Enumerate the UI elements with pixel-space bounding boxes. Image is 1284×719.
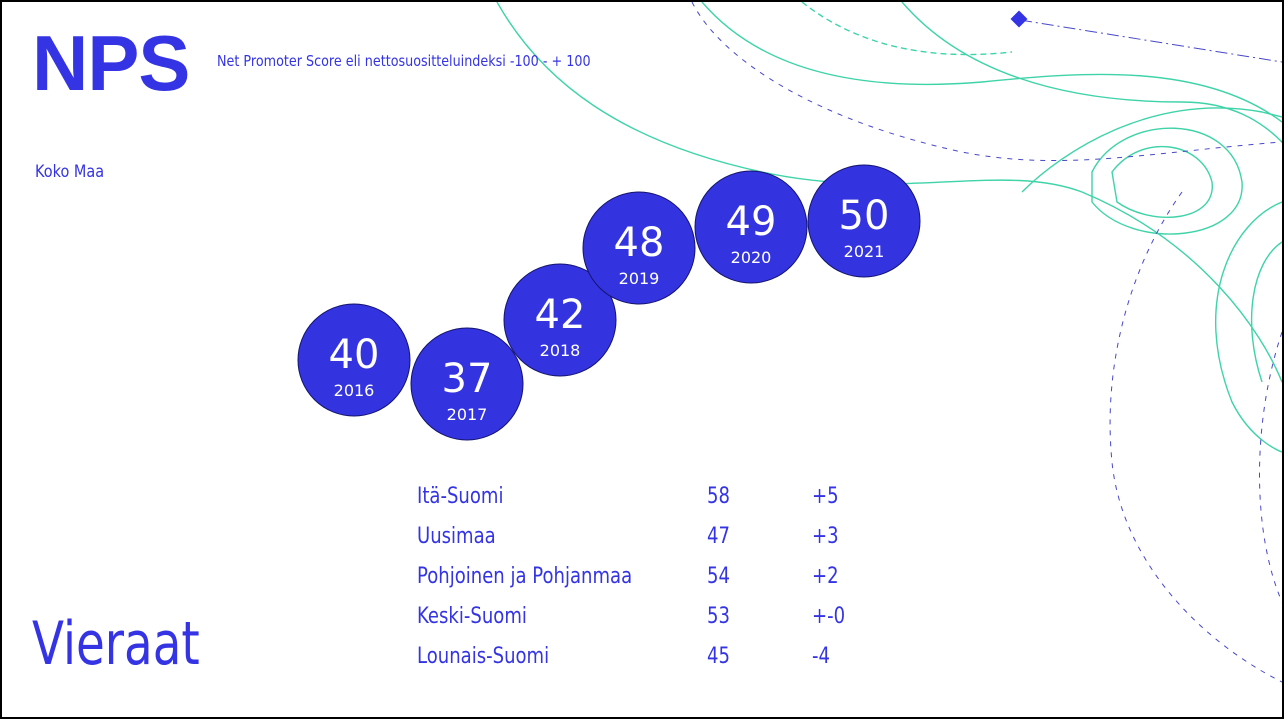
bubble-year: 2016 (334, 381, 375, 400)
bubble (694, 170, 808, 284)
table-cell: Keski-Suomi (417, 604, 527, 629)
table-cell: 47 (707, 524, 730, 549)
bubble-year: 2019 (619, 269, 660, 288)
bubble-year: 2020 (731, 248, 772, 267)
table-cell: Lounais-Suomi (417, 644, 550, 669)
bubble-value: 40 (329, 332, 380, 378)
bubble-year: 2017 (447, 405, 488, 424)
bubble-value: 48 (614, 220, 665, 266)
table-cell: +2 (812, 564, 839, 589)
bubble-year: 2018 (540, 341, 581, 360)
contour (1111, 145, 1213, 218)
contour (1250, 241, 1282, 383)
contour (701, 2, 1282, 123)
marker (1010, 10, 1028, 28)
table-cell: +5 (812, 484, 839, 509)
bubble-value: 49 (726, 199, 777, 245)
dashed-line (1109, 191, 1282, 683)
bubble (410, 327, 524, 441)
bubble-value: 50 (839, 193, 890, 239)
contour (1021, 107, 1282, 193)
table-cell: -4 (812, 644, 830, 669)
contour (1215, 201, 1282, 453)
table-cell: 54 (707, 564, 730, 589)
dash-dot-line (1019, 19, 1282, 63)
table-cell: Pohjoinen ja Pohjanmaa (417, 564, 633, 589)
bubble (503, 263, 617, 377)
bubble (582, 191, 696, 305)
table-cell: 58 (707, 484, 730, 509)
bubble (297, 303, 411, 417)
section-title: Vieraat (32, 609, 200, 679)
bubble-year: 2021 (844, 242, 885, 261)
table-cell: +-0 (812, 604, 846, 629)
contour (801, 2, 1013, 56)
region-label: Koko Maa (35, 162, 105, 182)
title: NPS (32, 19, 190, 107)
table-cell: Uusimaa (417, 524, 496, 549)
table-cell: Itä-Suomi (417, 484, 504, 509)
bubble-value: 42 (535, 292, 586, 338)
bubble-value: 37 (442, 356, 493, 402)
contour (901, 2, 1282, 143)
table-cell: 45 (707, 644, 730, 669)
subtitle: Net Promoter Score eli nettosuositteluin… (217, 52, 591, 70)
contour (1091, 127, 1243, 235)
contour (496, 2, 1282, 383)
dashed-line (1259, 331, 1282, 603)
table-cell: 53 (707, 604, 730, 629)
table-cell: +3 (812, 524, 839, 549)
bubble (807, 164, 921, 278)
